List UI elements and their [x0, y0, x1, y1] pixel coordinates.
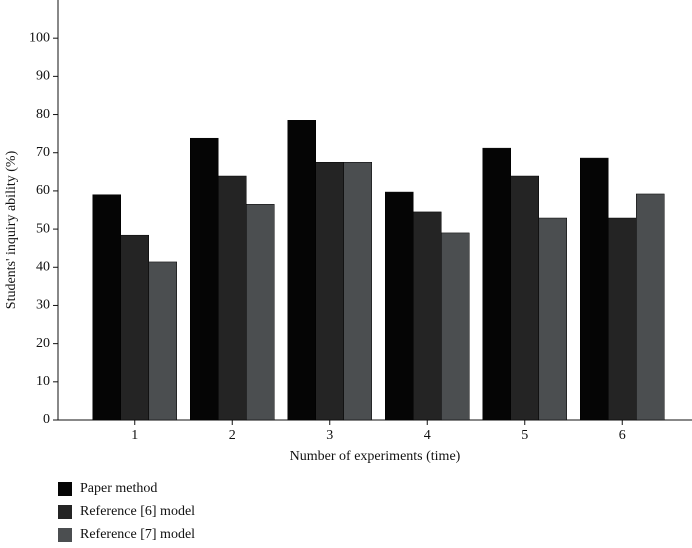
bar — [218, 175, 247, 421]
x-tick-label: 4 — [424, 428, 431, 443]
y-tick-label: 0 — [43, 412, 50, 427]
x-tick-label: 5 — [521, 428, 528, 443]
y-tick-label: 40 — [36, 259, 50, 274]
bar — [580, 157, 609, 421]
bar — [482, 147, 511, 421]
x-tick-label: 6 — [619, 428, 626, 443]
bar — [510, 175, 539, 421]
y-tick-label: 30 — [36, 298, 50, 313]
legend-swatch — [58, 505, 72, 519]
bar — [315, 162, 344, 421]
bar — [608, 217, 637, 421]
y-tick-label: 20 — [36, 336, 50, 351]
y-tick-label: 80 — [36, 107, 50, 122]
bar — [413, 211, 442, 421]
x-tick-label: 2 — [229, 428, 236, 443]
y-tick-label: 70 — [36, 145, 50, 160]
legend-swatch — [58, 528, 72, 542]
x-tick-label: 1 — [131, 428, 138, 443]
bar — [636, 193, 665, 421]
bar — [120, 234, 149, 421]
bar — [343, 162, 372, 421]
bar — [538, 217, 567, 421]
y-axis-label: Students' inquiry ability (%) — [4, 150, 19, 309]
bar — [148, 261, 177, 421]
x-axis-label: Number of experiments (time) — [290, 449, 461, 464]
bar — [287, 120, 316, 421]
bar — [92, 194, 121, 421]
legend-label: Reference [6] model — [80, 504, 195, 519]
y-tick-label: 10 — [36, 374, 50, 389]
y-tick-label: 90 — [36, 69, 50, 84]
legend-swatch — [58, 482, 72, 496]
bar — [385, 191, 414, 421]
x-tick-label: 3 — [326, 428, 333, 443]
y-tick-label: 50 — [36, 221, 50, 236]
bar — [190, 137, 219, 421]
bar — [441, 232, 470, 421]
y-tick-label: 100 — [29, 30, 50, 45]
legend-label: Reference [7] model — [80, 527, 195, 542]
bar — [246, 204, 275, 421]
y-tick-label: 60 — [36, 183, 50, 198]
legend-label: Paper method — [80, 481, 157, 496]
